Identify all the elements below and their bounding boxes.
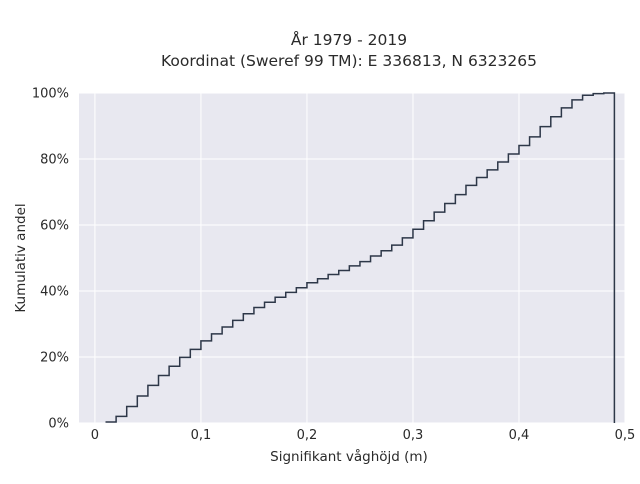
chart-title-line1: År 1979 - 2019 xyxy=(291,30,407,49)
y-tick-label: 0% xyxy=(48,417,69,432)
grid-lines xyxy=(79,92,626,424)
x-tick-label: 0,5 xyxy=(615,428,636,443)
y-tick-label: 60% xyxy=(40,219,69,234)
x-axis-title: Signifikant våghöjd (m) xyxy=(270,448,428,465)
y-tick-label: 80% xyxy=(40,153,69,168)
y-tick-label: 40% xyxy=(40,285,69,300)
y-tick-label: 100% xyxy=(32,87,69,102)
y-axis-title: Kumulativ andel xyxy=(13,203,29,312)
x-tick-label: 0,2 xyxy=(297,428,318,443)
x-tick-label: 0,4 xyxy=(509,428,530,443)
chart-title-line2: Koordinat (Sweref 99 TM): E 336813, N 63… xyxy=(161,52,537,70)
x-tick-label: 0 xyxy=(91,428,99,443)
x-tick-label: 0,3 xyxy=(403,428,424,443)
plot-area xyxy=(79,93,625,423)
cumulative-distribution-line xyxy=(105,92,616,423)
tick-labels: 0 0,1 0,2 0,3 0,4 0,5 0% 20% 40% 60% 80% 100% xyxy=(32,87,636,444)
x-tick-label: 0,1 xyxy=(191,428,212,443)
y-tick-label: 20% xyxy=(40,351,69,366)
